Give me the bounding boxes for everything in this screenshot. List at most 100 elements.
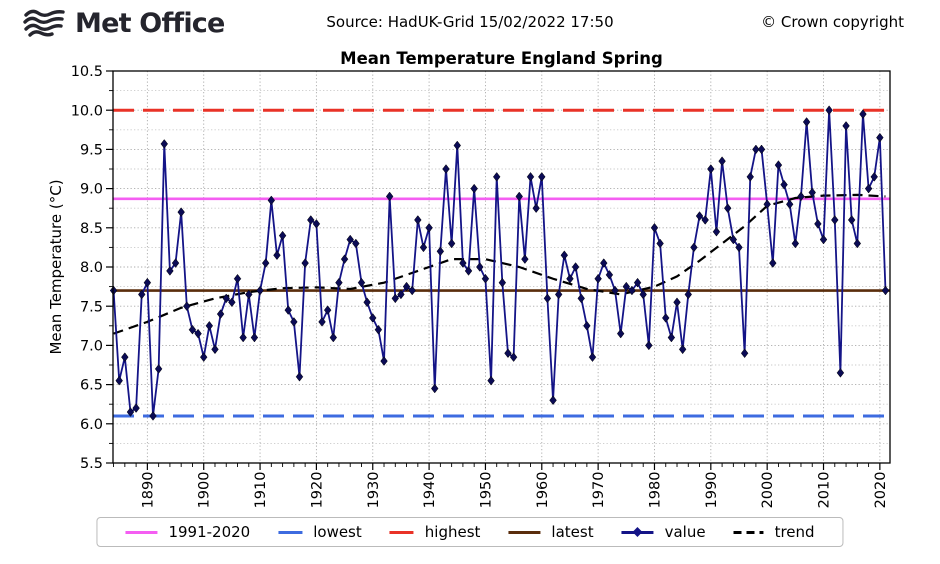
value-marker xyxy=(295,371,304,382)
value-marker xyxy=(126,407,135,417)
legend-label: value xyxy=(664,523,706,541)
value-marker xyxy=(160,139,168,149)
value-marker xyxy=(707,164,715,174)
value-marker xyxy=(571,262,580,272)
x-tick-label: 1980 xyxy=(647,472,663,509)
x-tick-label: 1970 xyxy=(591,472,607,509)
value-marker xyxy=(650,222,659,233)
value-marker xyxy=(605,270,614,280)
value-marker xyxy=(245,289,253,300)
value-marker xyxy=(143,277,152,288)
value-marker xyxy=(566,273,574,284)
chart-title: Mean Temperature England Spring xyxy=(340,49,663,68)
value-marker xyxy=(171,258,180,268)
value-marker xyxy=(149,411,157,421)
legend-item-latest: latest xyxy=(508,523,594,541)
value-marker xyxy=(340,254,349,264)
value-marker xyxy=(464,266,473,276)
value-marker xyxy=(554,289,563,300)
value-marker xyxy=(397,289,405,300)
value-marker xyxy=(684,289,692,300)
value-marker xyxy=(656,238,664,249)
y-tick-label: 10.5 xyxy=(71,64,103,80)
value-marker xyxy=(791,238,800,249)
legend-swatch-diamond xyxy=(621,527,654,537)
value-marker xyxy=(785,199,794,210)
value-marker xyxy=(538,172,546,182)
value-marker xyxy=(312,219,321,229)
value-marker xyxy=(774,160,783,170)
value-marker xyxy=(318,317,326,327)
value-marker xyxy=(690,242,698,253)
value-marker xyxy=(662,313,670,323)
value-marker xyxy=(628,285,636,296)
value-marker xyxy=(374,324,383,335)
value-marker xyxy=(369,313,377,323)
value-marker xyxy=(385,191,394,202)
legend-item-1991-2020: 1991-2020 xyxy=(125,523,250,541)
y-tick-label: 7.5 xyxy=(80,299,103,315)
x-tick-label: 1940 xyxy=(422,472,438,509)
value-marker xyxy=(718,156,726,166)
legend-label: 1991-2020 xyxy=(168,523,251,541)
value-marker xyxy=(583,320,591,331)
value-marker xyxy=(740,348,749,359)
value-marker xyxy=(633,277,642,288)
value-marker xyxy=(712,226,721,237)
value-marker xyxy=(831,215,839,225)
legend-label: lowest xyxy=(313,523,362,541)
y-tick-label: 8.5 xyxy=(80,221,103,237)
value-marker xyxy=(183,301,191,312)
y-tick-label: 9.0 xyxy=(80,182,103,198)
x-tick-label: 1920 xyxy=(309,472,325,509)
value-marker xyxy=(200,352,208,362)
value-marker xyxy=(414,215,422,225)
legend-swatch-dashes xyxy=(733,530,764,534)
value-marker xyxy=(622,281,631,292)
value-marker xyxy=(492,172,501,182)
value-marker xyxy=(600,258,608,268)
value-marker xyxy=(363,297,371,308)
x-tick-label: 1890 xyxy=(140,472,156,509)
value-marker xyxy=(138,289,146,300)
value-marker xyxy=(808,187,816,198)
legend-label: latest xyxy=(551,523,594,541)
value-marker xyxy=(515,191,523,202)
value-marker xyxy=(521,254,529,264)
source-text: Source: HadUK-Grid 15/02/2022 17:50 xyxy=(326,13,614,31)
value-marker xyxy=(797,191,805,202)
value-marker xyxy=(526,172,535,182)
value-marker xyxy=(408,285,416,296)
legend-label: trend xyxy=(774,523,815,541)
value-marker xyxy=(645,340,653,351)
value-marker xyxy=(470,183,478,194)
value-marker xyxy=(864,183,873,194)
x-tick-label: 1900 xyxy=(197,472,213,509)
value-marker xyxy=(881,285,890,296)
value-marker xyxy=(273,250,281,261)
value-marker xyxy=(836,368,845,378)
value-marker xyxy=(121,352,129,362)
value-marker xyxy=(188,324,197,335)
value-marker xyxy=(419,242,428,253)
value-marker xyxy=(859,109,867,119)
legend-swatch-solid xyxy=(125,530,158,534)
value-marker xyxy=(154,364,163,374)
value-marker xyxy=(431,383,439,394)
value-marker xyxy=(611,285,619,296)
x-tick-label: 2000 xyxy=(760,472,776,509)
legend-item-trend: trend xyxy=(733,523,815,541)
value-marker xyxy=(729,234,738,245)
value-marker xyxy=(335,277,343,288)
y-tick-label: 5.5 xyxy=(80,456,103,472)
value-marker xyxy=(284,305,292,315)
y-tick-label: 8.0 xyxy=(80,260,103,276)
value-marker xyxy=(307,215,315,225)
value-marker xyxy=(853,238,862,249)
value-marker xyxy=(769,258,777,268)
trend-line xyxy=(113,193,886,335)
y-tick-label: 6.5 xyxy=(80,378,103,394)
value-marker xyxy=(577,293,585,304)
